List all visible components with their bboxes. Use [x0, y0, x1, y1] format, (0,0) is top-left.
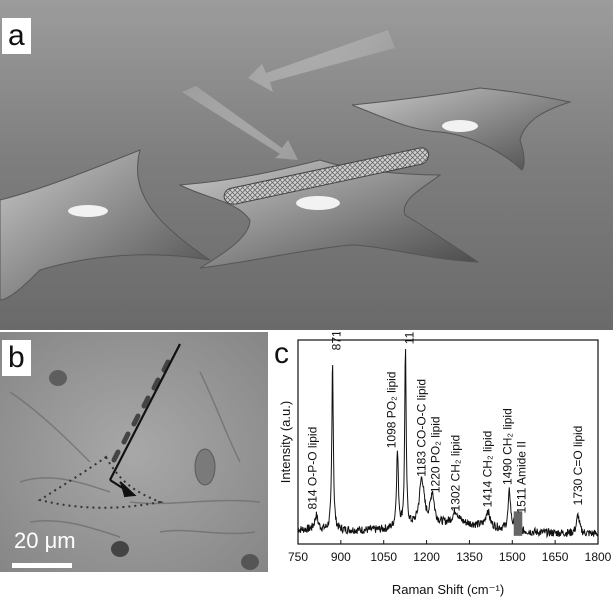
cell-outline	[37, 455, 164, 509]
x-tick-label: 1200	[413, 550, 440, 564]
peak-label: 1730 C=O lipid	[571, 426, 585, 506]
micrograph-image	[0, 332, 268, 572]
x-tick-label: 1050	[370, 550, 397, 564]
plot-frame	[297, 339, 599, 545]
peak-label: 1302 CH₂ lipid	[449, 435, 463, 512]
x-axis-label: Raman Shift (cm⁻¹)	[392, 582, 504, 597]
panel-b-label: b	[2, 340, 31, 376]
y-axis-label: Intensity (a.u.)	[278, 401, 293, 483]
peak-label: 1220 PO₂ lipid	[428, 416, 442, 493]
panel-b-micrograph: b 20 μm	[0, 332, 268, 572]
x-tick-label: 1800	[585, 550, 612, 564]
cells-illustration	[0, 0, 613, 330]
peak-label: 1511 Amide II	[514, 441, 528, 514]
x-tick-label: 750	[288, 550, 308, 564]
arrow-top	[248, 30, 395, 92]
peak-label: 871 C-O-C lipid	[330, 332, 344, 350]
amide-ii-marker	[513, 511, 523, 536]
panel-a-illustration: a	[0, 0, 613, 330]
scale-bar	[12, 563, 72, 568]
peak-label: 1414 CH₂ lipid	[481, 431, 495, 508]
nucleus-center	[296, 196, 340, 210]
panel-a-label: a	[2, 18, 31, 54]
scale-bar-label: 20 μm	[14, 528, 76, 553]
nucleus-right	[442, 120, 478, 132]
panel-c-raman-chart: c Intensity (a.u.) Raman Shift (cm⁻¹) 814…	[272, 268, 613, 598]
nanotube-trajectory	[111, 359, 171, 463]
spectrum-line	[297, 348, 599, 539]
direction-arrow	[109, 343, 181, 498]
cell-right	[351, 87, 572, 171]
raman-chart: Intensity (a.u.) Raman Shift (cm⁻¹) 814 O…	[278, 268, 612, 597]
nucleus-left	[68, 205, 108, 217]
x-tick-label: 1350	[456, 550, 483, 564]
peak-label: 814 O-P-O lipid	[305, 427, 319, 510]
nanotube	[223, 147, 429, 205]
peak-label: 1098 PO₂ lipid	[384, 372, 398, 449]
peak-label: 1183 CO-O-C lipid	[415, 379, 429, 477]
peak-label: 1126 C-C lipid	[402, 332, 416, 344]
arrow-diagonal	[182, 86, 298, 160]
panel-c-label: c	[274, 337, 289, 370]
x-tick-label: 1500	[499, 550, 526, 564]
x-tick-label: 1650	[542, 550, 569, 564]
x-tick-label: 900	[331, 550, 351, 564]
peak-label: 1490 CH₂ lipid	[500, 408, 514, 485]
cell-left	[0, 149, 211, 301]
